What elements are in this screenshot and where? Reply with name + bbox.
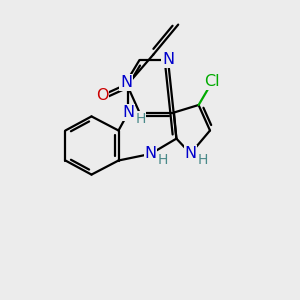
Text: H: H — [158, 154, 168, 167]
Text: N: N — [162, 52, 174, 68]
Text: N: N — [120, 75, 132, 90]
Text: O: O — [96, 88, 108, 103]
Text: H: H — [197, 153, 208, 167]
Text: N: N — [122, 105, 134, 120]
Text: N: N — [145, 146, 157, 161]
Text: N: N — [184, 146, 196, 161]
Text: Cl: Cl — [205, 74, 220, 89]
Text: H: H — [135, 112, 146, 126]
